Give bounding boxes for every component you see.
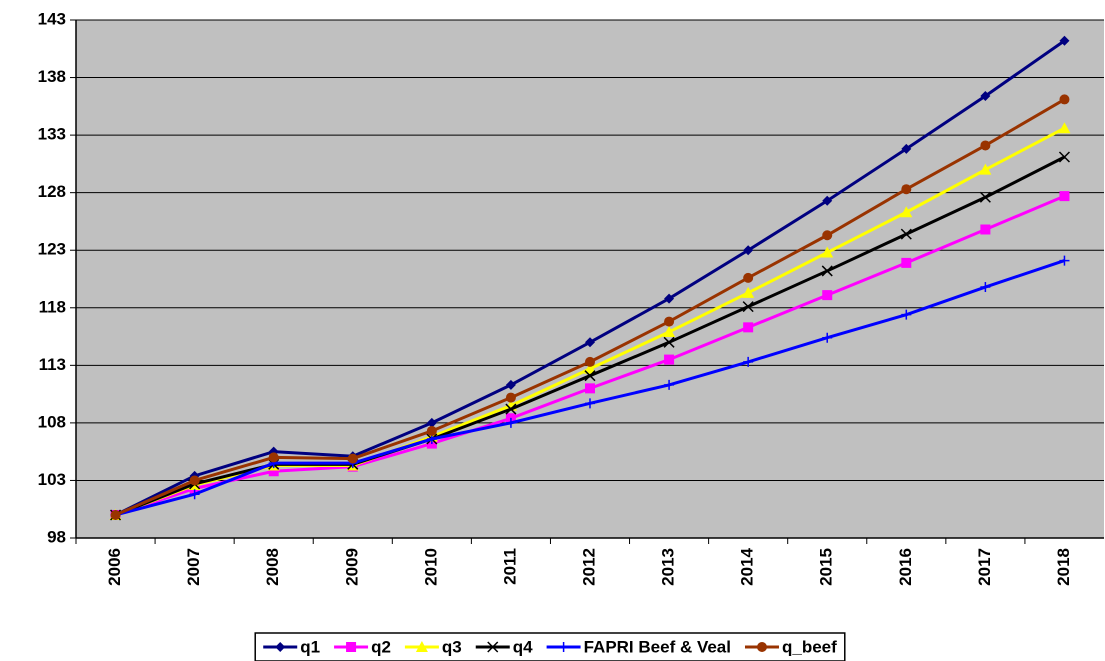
marker [901,184,912,195]
marker [900,206,913,218]
marker [110,509,121,520]
y-tick-label: 98 [47,527,66,546]
marker [900,228,912,240]
marker [822,230,833,241]
marker [980,282,991,293]
marker [743,356,754,367]
legend: q1 q2 q3 q4 FAPRI Beef & Veal q_beef [254,632,846,661]
marker [743,245,754,256]
marker [505,417,516,428]
marker [742,301,754,313]
marker [426,417,437,428]
marker [1059,191,1070,202]
marker [901,257,912,268]
marker [585,383,595,394]
marker [585,337,595,348]
marker [980,224,991,235]
marker [1058,151,1070,163]
y-tick-label: 123 [38,240,66,259]
y-tick-label: 113 [39,355,66,374]
y-tick-label: 138 [38,67,66,86]
y-tick-label: 143 [38,9,66,28]
y-tick-label: 118 [39,297,66,316]
marker [505,403,517,415]
marker [979,163,992,175]
marker [584,362,596,374]
x-tick-label: 2009 [342,548,361,586]
legend-label: q4 [513,637,533,656]
x-tick-label: 2015 [817,548,836,586]
marker [901,309,912,320]
marker [822,332,833,343]
marker [189,475,200,486]
marker [663,336,675,348]
marker [901,143,912,154]
marker [1058,122,1071,134]
marker [663,325,676,337]
marker [664,293,675,304]
marker [487,641,499,653]
plot-area [76,20,1104,538]
x-tick-label: 2012 [579,548,598,586]
y-tick-label: 128 [38,182,66,201]
x-tick-label: 2013 [659,548,678,586]
marker [275,642,286,652]
marker [415,641,428,652]
legend-label: FAPRI Beef & Veal [584,637,731,656]
marker [426,425,437,436]
marker [584,370,596,382]
marker [268,452,279,463]
marker [980,140,991,151]
y-tick-label: 108 [38,412,66,431]
marker [558,642,569,652]
marker [979,191,991,203]
marker [1059,35,1070,46]
marker [742,286,755,298]
marker [821,265,833,277]
marker [189,489,200,500]
marker [664,379,675,390]
marker [822,290,833,301]
marker [743,322,754,333]
x-tick-label: 2016 [896,548,915,586]
legend-label: q1 [300,637,320,656]
marker [1059,94,1070,105]
marker [1059,255,1070,266]
marker [822,195,833,206]
y-tick-label: 103 [38,470,66,489]
marker [505,379,516,390]
x-tick-label: 2017 [975,548,994,586]
legend-label: q_beef [782,637,837,656]
marker [664,354,675,365]
legend-label: q3 [442,637,462,656]
marker [347,453,358,464]
marker [756,642,767,652]
x-tick-label: 2006 [105,548,124,586]
x-tick-label: 2008 [263,548,282,586]
marker [821,246,834,258]
marker [346,642,357,652]
marker [585,398,595,409]
marker [268,466,279,477]
x-tick-label: 2018 [1054,548,1073,586]
x-tick-label: 2007 [184,548,203,586]
marker [664,316,675,327]
y-tick-label: 133 [38,125,66,144]
x-tick-label: 2010 [421,548,440,586]
x-tick-label: 2014 [738,547,757,585]
marker [585,356,595,367]
x-tick-label: 2011 [500,548,519,585]
marker [743,272,754,283]
marker [505,392,516,403]
marker [980,90,991,101]
legend-label: q2 [371,637,391,656]
